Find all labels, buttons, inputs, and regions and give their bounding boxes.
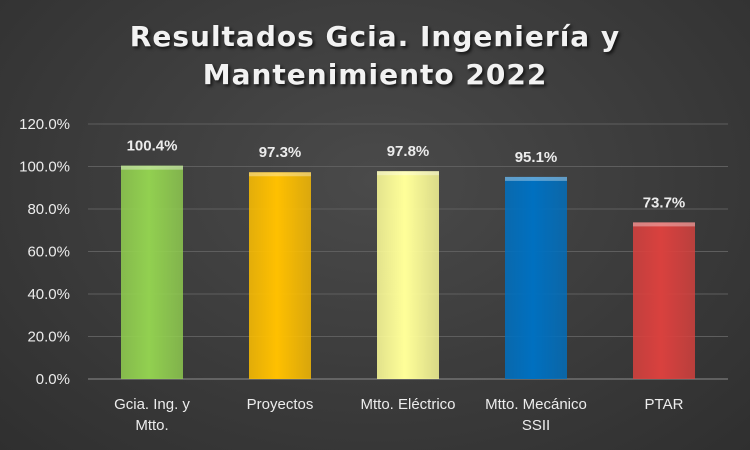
category-label: Proyectos: [247, 396, 314, 413]
category-label: Mtto. Eléctrico: [360, 396, 455, 413]
y-tick-label: 80.0%: [27, 201, 70, 218]
bar-highlight: [505, 176, 567, 181]
bar-highlight: [249, 172, 311, 177]
data-label: 95.1%: [515, 149, 558, 166]
bar: [377, 171, 439, 379]
chart-title: Resultados Gcia. Ingeniería y Mantenimie…: [0, 18, 750, 94]
data-label: 97.3%: [259, 144, 302, 161]
category-label: Gcia. Ing. y: [114, 396, 190, 413]
y-tick-label: 100.0%: [19, 159, 70, 176]
category-label: Mtto.: [135, 417, 168, 434]
y-tick-label: 40.0%: [27, 286, 70, 303]
y-tick-label: 20.0%: [27, 329, 70, 346]
bar-highlight: [121, 165, 183, 170]
data-label: 97.8%: [387, 143, 430, 160]
chart-title-line-1: Resultados Gcia. Ingeniería y: [129, 20, 621, 53]
bar-highlight: [633, 222, 695, 227]
category-label: SSII: [522, 417, 550, 434]
bar: [121, 165, 183, 379]
chart-title-line-2: Mantenimiento 2022: [202, 58, 548, 91]
data-label: 73.7%: [643, 194, 686, 211]
bar: [505, 176, 567, 379]
bar-highlight: [377, 171, 439, 176]
bar: [633, 222, 695, 379]
y-tick-label: 120.0%: [19, 116, 70, 133]
bar: [249, 172, 311, 379]
y-tick-label: 60.0%: [27, 244, 70, 261]
category-label: Mtto. Mecánico: [485, 396, 587, 413]
data-label: 100.4%: [127, 138, 178, 155]
category-label: PTAR: [645, 396, 684, 413]
y-tick-label: 0.0%: [36, 371, 70, 388]
